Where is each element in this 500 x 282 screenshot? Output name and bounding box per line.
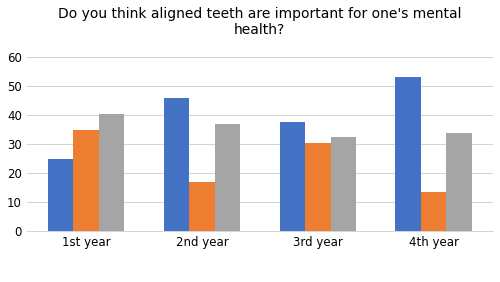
Bar — [421, 192, 446, 231]
Bar — [396, 77, 421, 231]
Legend: Yes, No, Maybe: Yes, No, Maybe — [184, 279, 336, 282]
Bar — [164, 98, 189, 231]
Bar — [330, 137, 356, 231]
Bar — [214, 124, 240, 231]
Bar — [305, 143, 330, 231]
Bar — [48, 159, 74, 231]
Bar — [189, 182, 214, 231]
Bar — [74, 130, 99, 231]
Bar — [280, 122, 305, 231]
Bar — [446, 133, 472, 231]
Bar — [99, 114, 124, 231]
Title: Do you think aligned teeth are important for one's mental
health?: Do you think aligned teeth are important… — [58, 7, 462, 37]
